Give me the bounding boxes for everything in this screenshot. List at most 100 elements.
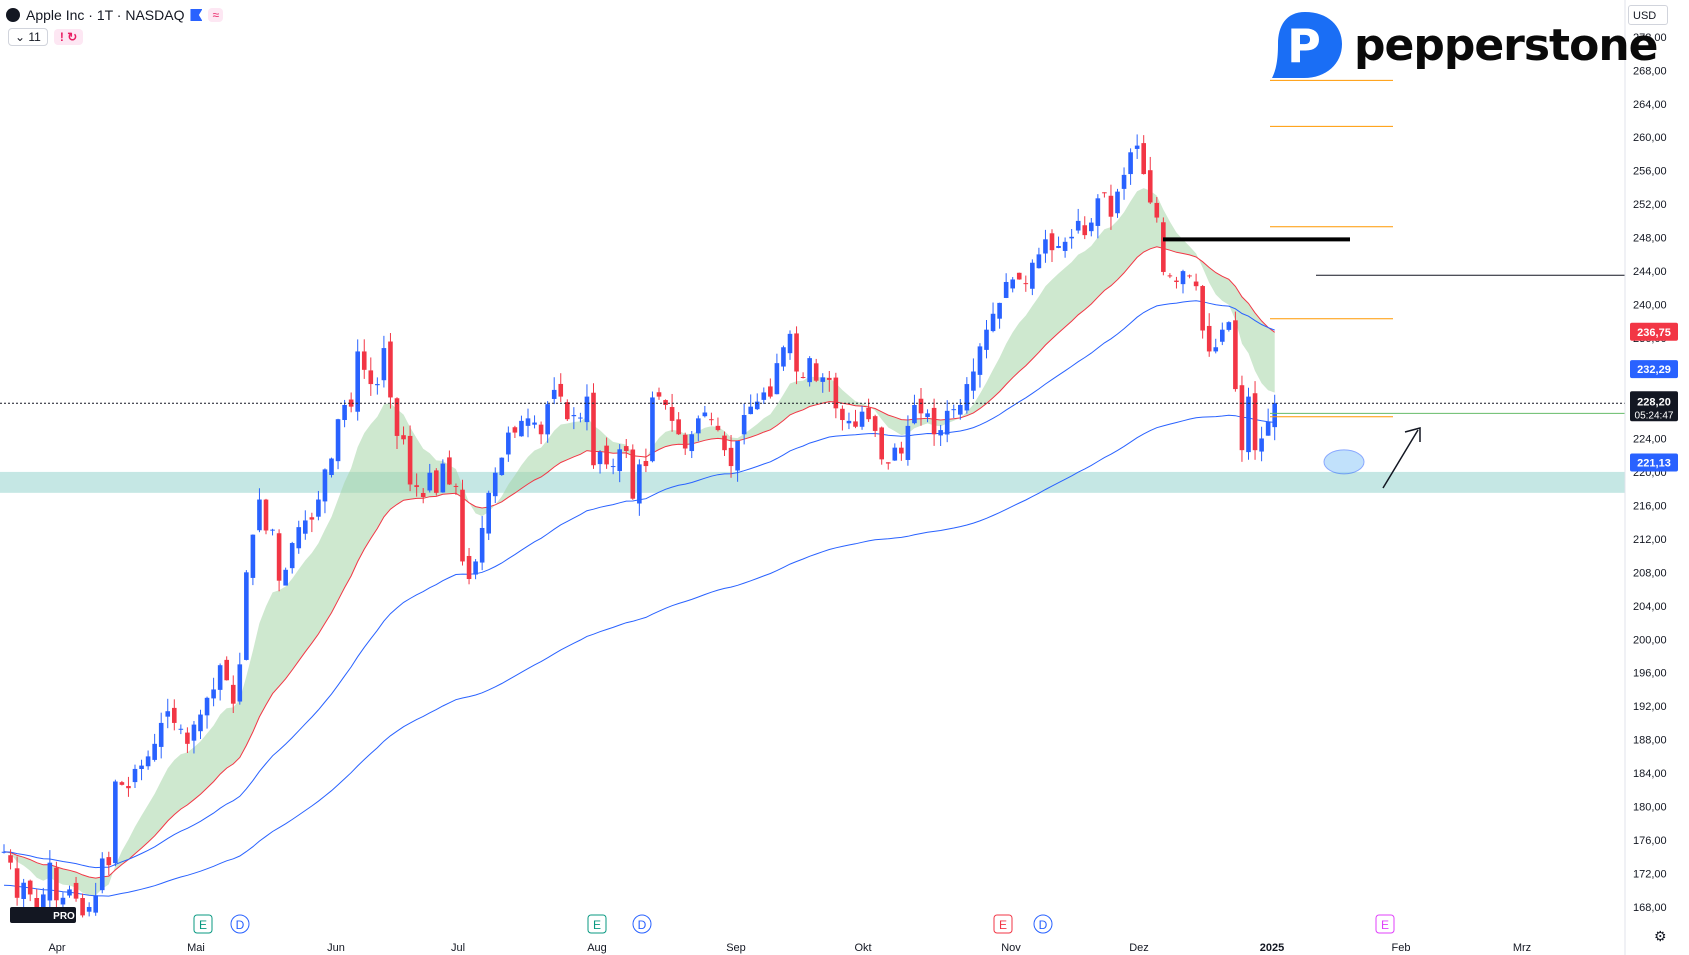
candle-body bbox=[132, 768, 138, 783]
candle-body bbox=[565, 402, 570, 420]
candle-body bbox=[637, 464, 642, 504]
apple-logo-icon bbox=[6, 8, 20, 22]
candle-body bbox=[696, 418, 701, 434]
candle-body bbox=[807, 358, 812, 383]
settings-icon[interactable]: ⚙ bbox=[1654, 928, 1667, 944]
candle-body bbox=[879, 427, 884, 460]
candle-body bbox=[1161, 222, 1166, 272]
candle-body bbox=[519, 420, 524, 437]
ema-cloud bbox=[4, 188, 1275, 896]
y-tick-label: 176,00 bbox=[1633, 835, 1667, 847]
candle-body bbox=[630, 449, 636, 499]
currency-selector[interactable]: USD bbox=[1628, 5, 1668, 25]
brand-name: pepperstone bbox=[1354, 19, 1658, 71]
ema-blue-long-line bbox=[3, 414, 1275, 897]
symbol-header[interactable]: Apple Inc · 1T · NASDAQ ≈ bbox=[6, 4, 224, 26]
candle-body bbox=[381, 348, 387, 381]
candle-body bbox=[623, 446, 629, 451]
alert-badge-text: ! bbox=[59, 30, 64, 44]
candle-body bbox=[532, 422, 537, 425]
candle-body bbox=[741, 415, 747, 435]
candle-body bbox=[885, 462, 891, 464]
candle-body bbox=[1115, 191, 1120, 214]
candle-body bbox=[54, 867, 59, 901]
candle-body bbox=[21, 882, 26, 899]
x-tick-label: Feb bbox=[1392, 942, 1411, 954]
y-tick-label: 168,00 bbox=[1633, 902, 1667, 914]
candle-body bbox=[951, 409, 957, 411]
candle-body bbox=[361, 351, 367, 370]
candle-body bbox=[309, 517, 315, 520]
candle-body bbox=[447, 457, 452, 485]
candle-body bbox=[676, 419, 681, 435]
pepperstone-logo-icon: P bbox=[1272, 12, 1342, 78]
x-tick-label: Sep bbox=[726, 942, 746, 954]
candle-body bbox=[925, 413, 930, 417]
alert-badge[interactable]: ! ↻ bbox=[53, 29, 84, 45]
candle-body bbox=[185, 732, 190, 744]
candle-body bbox=[1102, 192, 1107, 194]
candle-body bbox=[460, 489, 465, 562]
candle-body bbox=[1174, 280, 1179, 282]
candle-body bbox=[47, 862, 53, 901]
candle-body bbox=[270, 529, 275, 531]
event-marker-label: D bbox=[1039, 918, 1048, 932]
y-tick-label: 200,00 bbox=[1633, 634, 1667, 646]
candle-body bbox=[1134, 145, 1140, 149]
price-tag-label: 221,13 bbox=[1637, 457, 1671, 469]
y-tick-label: 252,00 bbox=[1633, 199, 1667, 211]
indicators-toggle[interactable]: ⌄ 11 bbox=[8, 28, 48, 46]
candle-body bbox=[139, 765, 144, 770]
candle-body bbox=[512, 427, 518, 433]
price-tag-label: 232,29 bbox=[1637, 364, 1671, 376]
tradingview-badge-text: PRO bbox=[53, 911, 75, 922]
candle-body bbox=[434, 470, 439, 493]
candle-body bbox=[178, 728, 184, 730]
x-tick-label: Mai bbox=[187, 942, 205, 954]
candle-body bbox=[34, 897, 40, 909]
candle-body bbox=[578, 417, 583, 419]
candle-body bbox=[545, 404, 550, 435]
candle-body bbox=[1180, 271, 1186, 285]
candle-body bbox=[1141, 143, 1146, 175]
candle-body bbox=[781, 347, 786, 367]
candle-body bbox=[1252, 393, 1258, 451]
y-tick-label: 240,00 bbox=[1633, 300, 1667, 312]
candle-body bbox=[984, 329, 989, 350]
candle-body bbox=[604, 445, 609, 465]
candle-body bbox=[1075, 220, 1081, 231]
candle-body bbox=[355, 351, 360, 412]
candle-body bbox=[1030, 262, 1035, 289]
candle-body bbox=[106, 857, 112, 866]
candle-body bbox=[571, 415, 577, 417]
candle-body bbox=[610, 466, 616, 468]
candle-body bbox=[754, 401, 760, 410]
price-tag bbox=[1630, 360, 1678, 379]
candle-body bbox=[591, 392, 596, 466]
x-tick-label: 2025 bbox=[1260, 942, 1284, 954]
wave-icon[interactable]: ≈ bbox=[208, 8, 224, 22]
candle-body bbox=[990, 313, 996, 332]
candle-body bbox=[1239, 385, 1245, 451]
candle-body bbox=[492, 472, 498, 497]
refresh-icon[interactable]: ↻ bbox=[67, 30, 78, 44]
candle-body bbox=[813, 363, 819, 381]
candle-body bbox=[165, 711, 171, 717]
candle-body bbox=[440, 463, 446, 493]
candle-body bbox=[768, 386, 773, 397]
flag-icon[interactable] bbox=[190, 9, 203, 21]
candle-body bbox=[1259, 438, 1264, 452]
candle-body bbox=[407, 435, 413, 485]
candle-body bbox=[1272, 403, 1277, 428]
y-tick-label: 180,00 bbox=[1633, 802, 1667, 814]
candle-body bbox=[93, 895, 98, 913]
event-marker-label: E bbox=[199, 918, 207, 932]
event-marker-label: E bbox=[1381, 918, 1389, 932]
indicators-count: 11 bbox=[28, 30, 41, 44]
candle-body bbox=[401, 435, 406, 440]
candle-body bbox=[198, 714, 203, 732]
candle-body bbox=[486, 492, 491, 534]
x-tick-label: Okt bbox=[854, 942, 871, 954]
candle-body bbox=[119, 782, 125, 785]
